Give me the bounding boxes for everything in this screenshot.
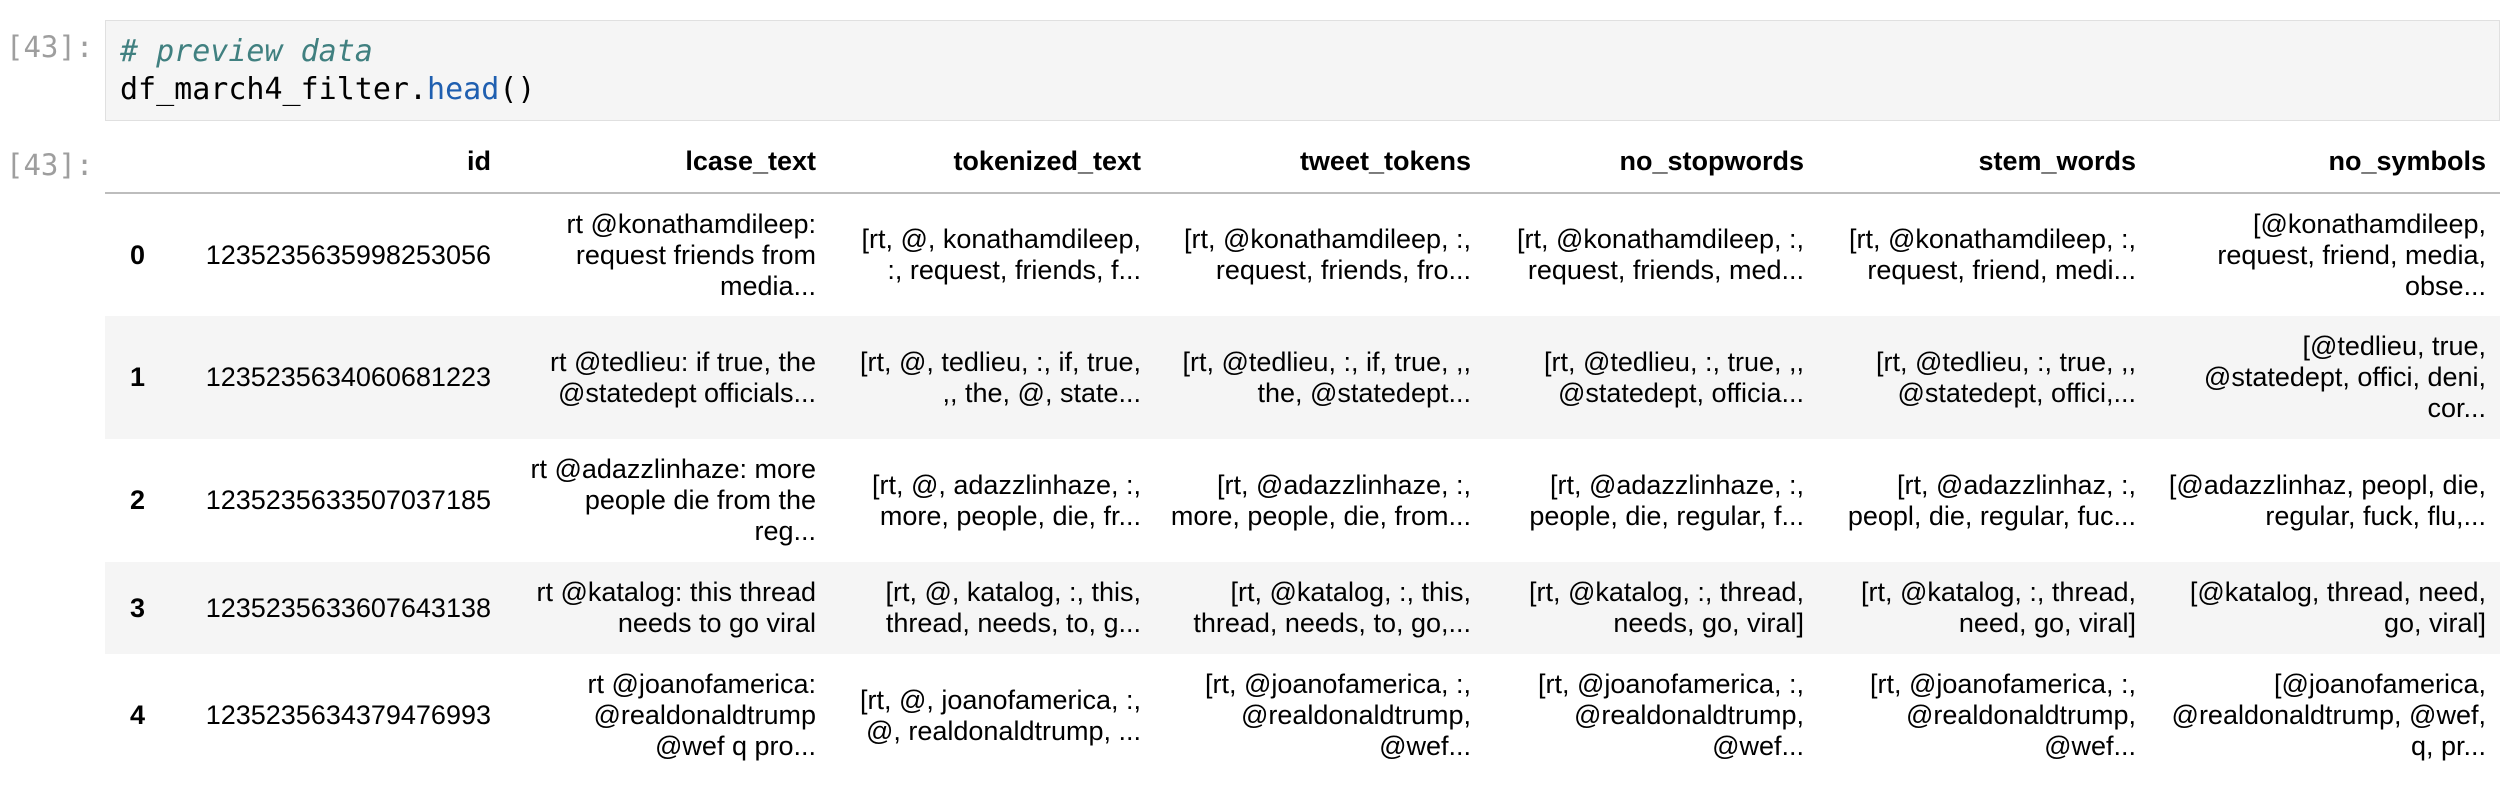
cell-tokenized-text: [rt, @, konathamdileep, :, request, frie… (861, 224, 1141, 285)
cell-lcase-text: rt @joanofamerica: @realdonaldtrump @wef… (587, 669, 817, 761)
table-row: 3 1235235633607643138 rt @katalog: this … (105, 562, 2500, 654)
row-index: 1 (129, 362, 145, 392)
cell-stem-words: [rt, @adazzlinhaz, :, peopl, die, regula… (1847, 469, 2136, 531)
cell-lcase-text: rt @tedlieu: if true, the @statedept off… (549, 346, 816, 408)
cell-no-symbols: [@adazzlinhaz, peopl, die, regular, fuck… (2168, 469, 2486, 531)
row-index: 4 (129, 700, 145, 730)
column-header-index (105, 130, 155, 194)
input-prompt: [43]: (6, 30, 94, 64)
cell-tokenized-text: [rt, @, katalog, :, this, thread, needs,… (885, 577, 1142, 638)
cell-no-symbols: [@joanofamerica, @realdonaldtrump, @wef,… (2171, 669, 2486, 761)
cell-no-stopwords: [rt, @adazzlinhaze, :, people, die, regu… (1529, 469, 1804, 531)
column-header-no-stopwords: no_stopwords (1485, 130, 1818, 194)
row-index: 2 (129, 485, 145, 515)
table-row: 4 1235235634379476993 rt @joanofamerica:… (105, 654, 2500, 777)
header-row: id lcase_text tokenized_text tweet_token… (105, 130, 2500, 194)
table-row: 0 1235235635998253056 rt @konathamdileep… (105, 193, 2500, 316)
cell-tweet-tokens: [rt, @joanofamerica, :, @realdonaldtrump… (1204, 669, 1471, 761)
cell-stem-words: [rt, @joanofamerica, :, @realdonaldtrump… (1869, 669, 2136, 761)
column-header-id: id (155, 130, 505, 194)
column-header-stem-words: stem_words (1818, 130, 2150, 194)
cell-lcase-text: rt @adazzlinhaze: more people die from t… (530, 454, 816, 546)
cell-lcase-text: rt @konathamdileep: request friends from… (566, 208, 816, 301)
code-method: head (427, 72, 500, 107)
table-row: 2 1235235633507037185 rt @adazzlinhaze: … (105, 439, 2500, 562)
cell-no-stopwords: [rt, @katalog, :, thread, needs, go, vir… (1528, 577, 1804, 638)
code-cell-input[interactable]: # preview data df_march4_filter.head() (105, 20, 2500, 121)
cell-no-stopwords: [rt, @joanofamerica, :, @realdonaldtrump… (1537, 669, 1804, 761)
dataframe-table: id lcase_text tokenized_text tweet_token… (105, 130, 2500, 777)
code-statement: df_march4_filter.head() (120, 71, 2485, 109)
cell-id: 1235235634379476993 (205, 700, 491, 730)
cell-tokenized-text: [rt, @, adazzlinhaze, :, more, people, d… (871, 469, 1141, 531)
cell-id: 1235235635998253056 (205, 239, 491, 270)
cell-stem-words: [rt, @katalog, :, thread, need, go, vira… (1860, 577, 2136, 638)
code-dot: . (408, 72, 428, 107)
row-index: 0 (129, 239, 145, 270)
row-index: 3 (129, 592, 145, 623)
code-variable: df_march4_filter (120, 72, 409, 107)
cell-no-symbols: [@tedlieu, true, @statedept, offici, den… (2203, 331, 2486, 423)
table-row: 1 1235235634060681223 rt @tedlieu: if tr… (105, 316, 2500, 439)
code-comment: # preview data (120, 34, 373, 69)
column-header-tokenized-text: tokenized_text (830, 130, 1155, 194)
column-header-lcase-text: lcase_text (505, 130, 830, 194)
cell-tweet-tokens: [rt, @katalog, :, this, thread, needs, t… (1193, 577, 1471, 638)
cell-no-stopwords: [rt, @tedlieu, :, true, ,, @statedept, o… (1543, 346, 1804, 408)
column-header-no-symbols: no_symbols (2150, 130, 2500, 194)
cell-lcase-text: rt @katalog: this thread needs to go vir… (536, 577, 816, 638)
cell-no-symbols: [@konathamdileep, request, friend, media… (2217, 208, 2486, 301)
cell-tweet-tokens: [rt, @tedlieu, :, if, true, ,, the, @sta… (1182, 346, 1471, 408)
cell-tokenized-text: [rt, @, tedlieu, :, if, true, ,, the, @,… (859, 346, 1141, 408)
cell-tweet-tokens: [rt, @adazzlinhaze, :, more, people, die… (1170, 469, 1471, 531)
cell-stem-words: [rt, @konathamdileep, :, request, friend… (1848, 224, 2136, 285)
cell-tweet-tokens: [rt, @konathamdileep, :, request, friend… (1183, 224, 1471, 285)
cell-stem-words: [rt, @tedlieu, :, true, ,, @statedept, o… (1875, 346, 2136, 408)
dataframe-output: id lcase_text tokenized_text tweet_token… (105, 130, 2500, 777)
cell-id: 1235235633507037185 (205, 485, 491, 515)
cell-tokenized-text: [rt, @, joanofamerica, :, @, realdonaldt… (859, 684, 1141, 746)
column-header-tweet-tokens: tweet_tokens (1155, 130, 1485, 194)
cell-no-stopwords: [rt, @konathamdileep, :, request, friend… (1516, 224, 1804, 285)
code-parens: () (499, 72, 536, 107)
cell-no-symbols: [@katalog, thread, need, go, viral] (2189, 577, 2486, 638)
output-prompt: [43]: (6, 148, 94, 182)
cell-id: 1235235633607643138 (205, 592, 491, 623)
cell-id: 1235235634060681223 (205, 362, 491, 392)
